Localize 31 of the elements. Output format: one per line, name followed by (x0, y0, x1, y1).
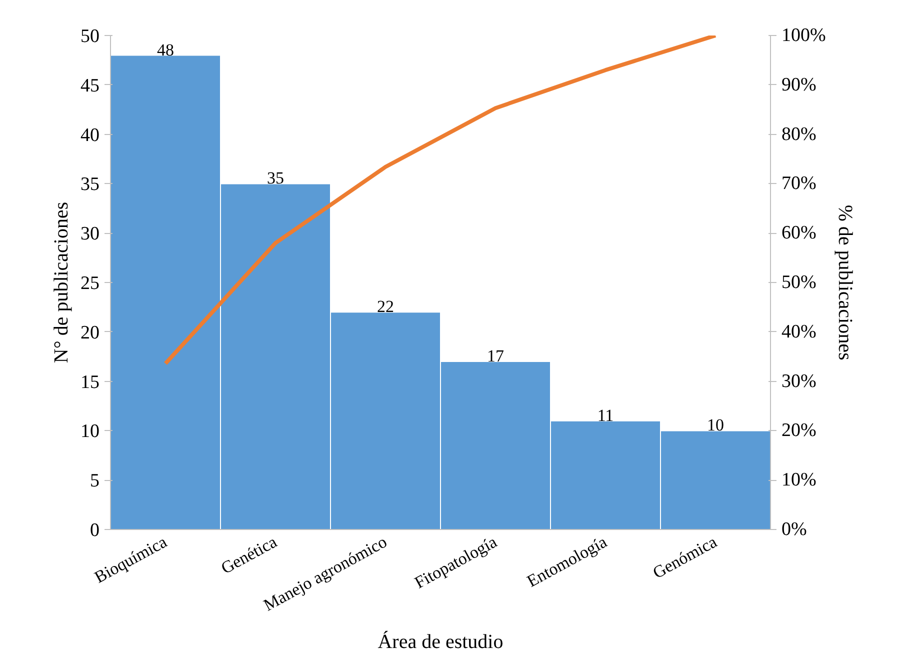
y2-tick-label: 50% (782, 272, 816, 293)
data-label: 22 (377, 297, 394, 316)
data-label: 48 (157, 40, 174, 60)
y2-tick-label: 60% (782, 222, 816, 244)
y-tick-label: 40 (80, 124, 100, 146)
y2-tick-label: 20% (782, 420, 816, 442)
y2-tick-label: 100% (782, 25, 826, 46)
y2-tick-label: 0% (782, 519, 807, 540)
y-tick-label: 0 (90, 520, 100, 541)
y-tick-label: 15 (80, 372, 100, 393)
y2-tick-label: 90% (782, 74, 816, 96)
data-label: 10 (707, 416, 724, 435)
y2-axis-title: % de publicaciones (834, 204, 856, 360)
y-tick-label: 35 (80, 174, 100, 196)
y-tick-label: 20 (80, 322, 100, 344)
y-tick-label: 30 (80, 224, 100, 245)
data-label: 11 (597, 406, 614, 425)
y2-tick-label: 80% (782, 124, 816, 145)
y2-tick-label: 40% (782, 321, 816, 342)
y-tick-label: 50 (80, 26, 100, 47)
y-tick-label: 10 (80, 421, 100, 442)
x-axis-title: Área de estudio (378, 630, 504, 654)
y-tick-label: 5 (90, 470, 100, 492)
y-axis-title: N° de publicaciones (50, 202, 72, 364)
y-tick-label: 25 (80, 273, 100, 294)
y2-tick-label: 10% (782, 470, 816, 491)
data-label: 35 (267, 168, 284, 188)
y2-tick-label: 30% (782, 370, 816, 392)
data-label: 17 (487, 346, 504, 366)
y-tick-label: 45 (80, 75, 100, 96)
y2-tick-label: 70% (782, 173, 816, 194)
